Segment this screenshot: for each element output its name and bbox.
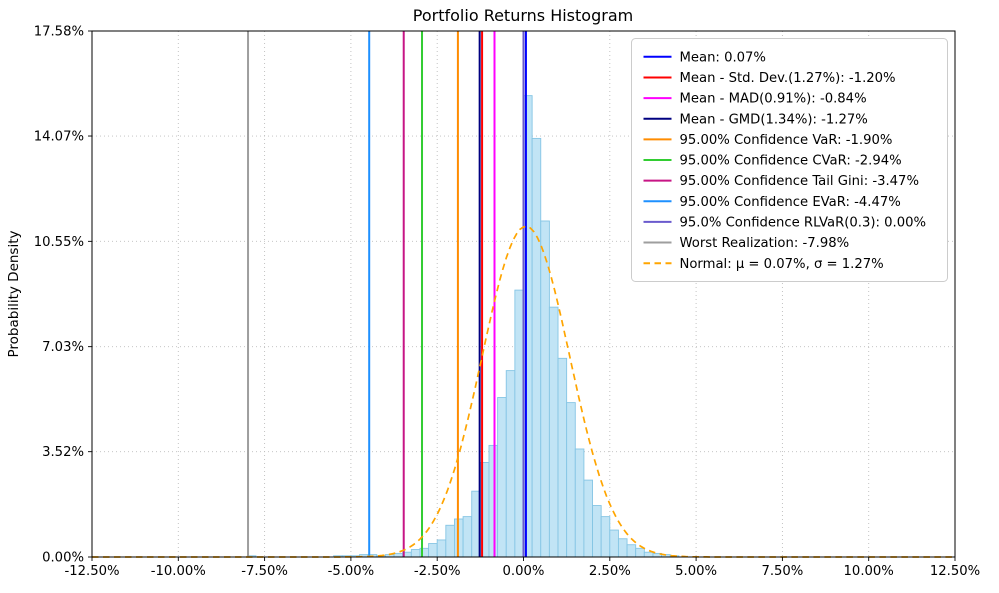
y-tick-label: 10.55% (34, 235, 84, 250)
histogram-bar (410, 549, 421, 558)
legend-label: 95.00% Confidence Tail Gini: -3.47% (680, 174, 919, 189)
histogram-bar (635, 547, 645, 558)
histogram-bar (557, 357, 568, 558)
x-tick-label: -5.00% (328, 564, 375, 579)
histogram-bar (592, 505, 602, 558)
x-tick-label: 2.50% (589, 564, 631, 579)
legend-label: Mean: 0.07% (680, 50, 766, 65)
y-tick-label: 14.07% (34, 130, 84, 145)
legend-label: 95.00% Confidence CVaR: -2.94% (680, 154, 902, 169)
risk-measure-lines (247, 31, 527, 557)
histogram-bar (497, 397, 507, 558)
axes: -12.50% -10.00% -7.50% -5.00% -2.50% 0.00% 2.5… (34, 25, 980, 580)
x-tick-label: -12.50% (64, 564, 119, 579)
chart-title: Portfolio Returns Histogram (413, 6, 633, 25)
histogram-bar (445, 524, 455, 558)
x-tick-label: -7.50% (241, 564, 288, 579)
legend-label: Worst Realization: -7.98% (680, 236, 850, 251)
histogram-bar (531, 137, 542, 558)
histogram-bar (548, 306, 559, 558)
histogram-bar (436, 539, 447, 558)
x-tick-label: 12.50% (930, 564, 980, 579)
x-tick-label: 7.50% (761, 564, 803, 579)
legend-box (631, 38, 948, 282)
legend: Mean: 0.07% Mean - Std. Dev.(1.27%): -1.2… (631, 38, 948, 282)
legend-label: Mean - GMD(1.34%): -1.27% (680, 112, 868, 127)
x-tick-label: 0.00% (503, 564, 545, 579)
histogram-bar (583, 479, 593, 558)
histogram-bar (523, 95, 533, 558)
histogram-bar (626, 544, 637, 558)
histogram-bar (617, 538, 628, 558)
y-tick-label: 17.58% (34, 25, 84, 40)
histogram-bar (643, 551, 654, 558)
histogram-bar (540, 220, 550, 558)
x-tick-label: 10.00% (844, 564, 894, 579)
histogram-bar (428, 543, 438, 558)
histogram-bar (488, 444, 499, 558)
y-tick-label: 3.52% (42, 445, 84, 460)
y-axis-label: Probability Density (6, 231, 22, 358)
histogram-bar (609, 529, 619, 558)
x-tick-label: 5.00% (675, 564, 717, 579)
x-tick-label: -10.00% (151, 564, 206, 579)
histogram-bar (566, 402, 576, 558)
histogram-bars (246, 95, 680, 558)
legend-label: 95.00% Confidence EVaR: -4.47% (680, 195, 901, 210)
y-tick-label: 0.00% (42, 551, 84, 566)
legend-label: Mean - MAD(0.91%): -0.84% (680, 92, 867, 107)
legend-label: Mean - Std. Dev.(1.27%): -1.20% (680, 71, 896, 86)
legend-label: 95.0% Confidence RLVaR(0.3): 0.00% (680, 216, 927, 231)
legend-label: Normal: μ = 0.07%, σ = 1.27% (680, 257, 884, 272)
histogram-bar (505, 370, 516, 558)
histogram-bar (514, 289, 524, 558)
histogram-bar (462, 516, 473, 558)
y-tick-label: 7.03% (42, 340, 84, 355)
histogram-bar (600, 516, 611, 558)
legend-label: 95.00% Confidence VaR: -1.90% (680, 133, 893, 148)
x-tick-label: -2.50% (414, 564, 461, 579)
histogram-bar (574, 448, 585, 558)
